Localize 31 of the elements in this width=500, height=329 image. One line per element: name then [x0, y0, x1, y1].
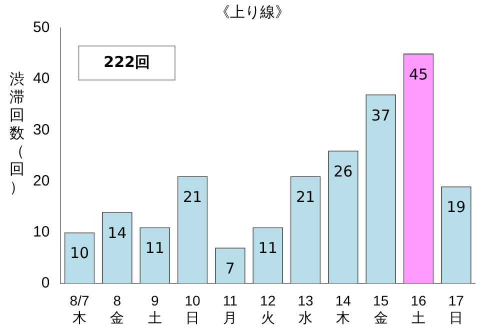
x-tick-label: 16 土	[410, 292, 426, 326]
data-label: 19	[446, 198, 466, 216]
y-tick-label: 0	[41, 274, 50, 292]
y-tick-label: 40	[32, 70, 50, 88]
data-label: 7	[225, 260, 235, 278]
y-axis-title: 渋滞回数（回）	[8, 70, 26, 196]
data-label: 11	[258, 239, 278, 258]
y-tick-label: 10	[32, 223, 50, 240]
x-tick-label: 10 日	[184, 292, 201, 326]
x-tick-label: 17 日	[448, 292, 464, 326]
data-label: 10	[70, 244, 90, 262]
data-label: 11	[145, 239, 164, 258]
y-tick-label: 30	[32, 121, 50, 138]
data-label: 26	[334, 162, 353, 180]
data-label: 37	[371, 106, 390, 124]
x-tick-label: 8/7 木	[70, 292, 90, 326]
x-tick-label: 9 土	[148, 292, 162, 326]
x-tick-label: 8 金	[110, 292, 124, 326]
y-tick-label: 20	[32, 172, 50, 190]
data-label: 21	[182, 188, 202, 206]
data-label: 14	[108, 224, 127, 242]
x-tick-label: 13 水	[298, 292, 314, 326]
annotation: 222回	[104, 52, 150, 71]
x-tick-label: 12 火	[260, 292, 276, 326]
chart-title: 《上り線》	[215, 4, 290, 22]
x-tick-label: 11 月	[222, 292, 238, 326]
x-tick-label: 15 金	[373, 292, 389, 326]
data-label: 21	[296, 188, 316, 206]
x-tick-label: 14 木	[335, 292, 352, 326]
y-tick-label: 50	[32, 19, 50, 36]
data-label: 45	[408, 65, 428, 84]
